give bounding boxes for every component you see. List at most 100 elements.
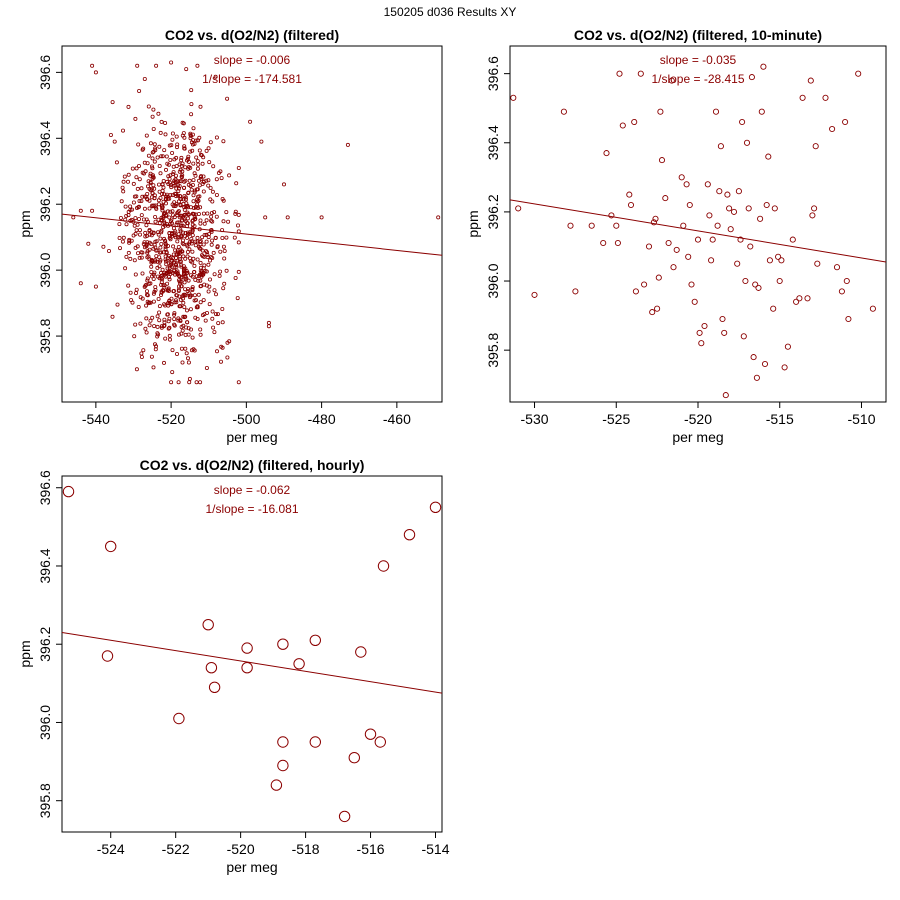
data-point xyxy=(160,208,165,213)
y-tick-label: 396.4 xyxy=(37,548,53,583)
data-point xyxy=(144,292,149,297)
data-point xyxy=(163,244,168,249)
data-point xyxy=(235,296,240,301)
data-point xyxy=(121,235,126,240)
data-point xyxy=(128,290,133,295)
data-point xyxy=(143,234,148,239)
data-point xyxy=(222,281,227,286)
data-point xyxy=(101,650,114,662)
data-point xyxy=(843,277,850,285)
data-point xyxy=(93,284,98,289)
data-point xyxy=(198,300,203,305)
data-point xyxy=(158,292,163,297)
data-point xyxy=(155,248,160,253)
data-point xyxy=(171,204,176,209)
data-point xyxy=(181,300,186,305)
data-point xyxy=(133,116,138,121)
x-tick-label: -516 xyxy=(357,841,385,857)
data-point xyxy=(152,242,157,247)
regression-line xyxy=(62,631,442,694)
data-point xyxy=(200,235,205,240)
data-point xyxy=(218,249,223,254)
data-point xyxy=(143,169,148,174)
data-point xyxy=(168,157,173,162)
data-point xyxy=(645,243,653,250)
data-point xyxy=(162,212,167,217)
data-point xyxy=(724,191,731,198)
data-point xyxy=(196,278,201,283)
data-point xyxy=(170,137,175,142)
data-point xyxy=(174,134,179,139)
data-point xyxy=(225,355,230,360)
data-point xyxy=(182,179,187,184)
data-point xyxy=(194,138,199,143)
data-point xyxy=(133,322,138,327)
data-point xyxy=(198,152,203,157)
data-point xyxy=(179,158,184,163)
data-point xyxy=(158,171,163,176)
data-point xyxy=(171,226,176,231)
data-point xyxy=(189,187,194,192)
data-point xyxy=(156,232,161,237)
data-point xyxy=(177,184,182,189)
data-point xyxy=(234,181,239,186)
data-point xyxy=(180,360,185,365)
data-point xyxy=(145,255,150,260)
data-point xyxy=(236,212,241,217)
data-point xyxy=(201,180,206,185)
data-point xyxy=(811,205,818,212)
data-point xyxy=(134,205,139,210)
data-point xyxy=(781,364,788,371)
x-tick-label: -515 xyxy=(766,411,794,427)
data-point xyxy=(208,681,221,693)
data-point xyxy=(149,264,154,269)
data-point xyxy=(150,173,155,178)
data-point xyxy=(157,144,162,149)
data-point xyxy=(206,289,211,294)
data-point xyxy=(117,222,122,227)
data-point xyxy=(227,173,232,178)
data-point xyxy=(259,139,264,144)
data-point xyxy=(221,219,226,224)
regression-line xyxy=(510,199,886,263)
x-axis-label: per meg xyxy=(226,429,277,445)
data-point xyxy=(186,154,191,159)
data-point xyxy=(194,155,199,160)
data-point xyxy=(186,182,191,187)
data-point xyxy=(167,234,172,239)
data-point xyxy=(778,257,785,264)
data-point xyxy=(214,192,219,197)
data-point xyxy=(153,214,158,219)
data-point xyxy=(130,166,135,171)
data-point xyxy=(213,292,218,297)
data-point xyxy=(201,242,206,247)
data-point xyxy=(119,199,124,204)
data-point xyxy=(165,312,170,317)
data-point xyxy=(187,247,192,252)
data-point xyxy=(309,634,321,646)
x-tick-label: -525 xyxy=(602,411,630,427)
data-point xyxy=(167,277,172,282)
data-point xyxy=(753,374,760,381)
data-point xyxy=(156,296,161,301)
data-point xyxy=(175,239,180,244)
data-point xyxy=(142,206,147,211)
data-point xyxy=(201,211,206,216)
data-point xyxy=(627,201,635,209)
data-point xyxy=(153,146,158,151)
data-point xyxy=(652,215,659,222)
data-point xyxy=(165,194,170,199)
data-point xyxy=(163,239,168,244)
data-point xyxy=(138,321,143,326)
data-point xyxy=(177,169,182,174)
data-point xyxy=(144,303,149,308)
data-point xyxy=(180,296,185,301)
data-point xyxy=(202,254,207,259)
data-layer xyxy=(62,485,442,823)
data-point xyxy=(829,125,836,133)
data-point xyxy=(127,240,132,245)
slope-annotation: slope = -0.062 xyxy=(214,483,291,497)
data-point xyxy=(804,295,811,302)
y-tick-label: 396.2 xyxy=(485,194,501,229)
data-point xyxy=(191,178,196,183)
